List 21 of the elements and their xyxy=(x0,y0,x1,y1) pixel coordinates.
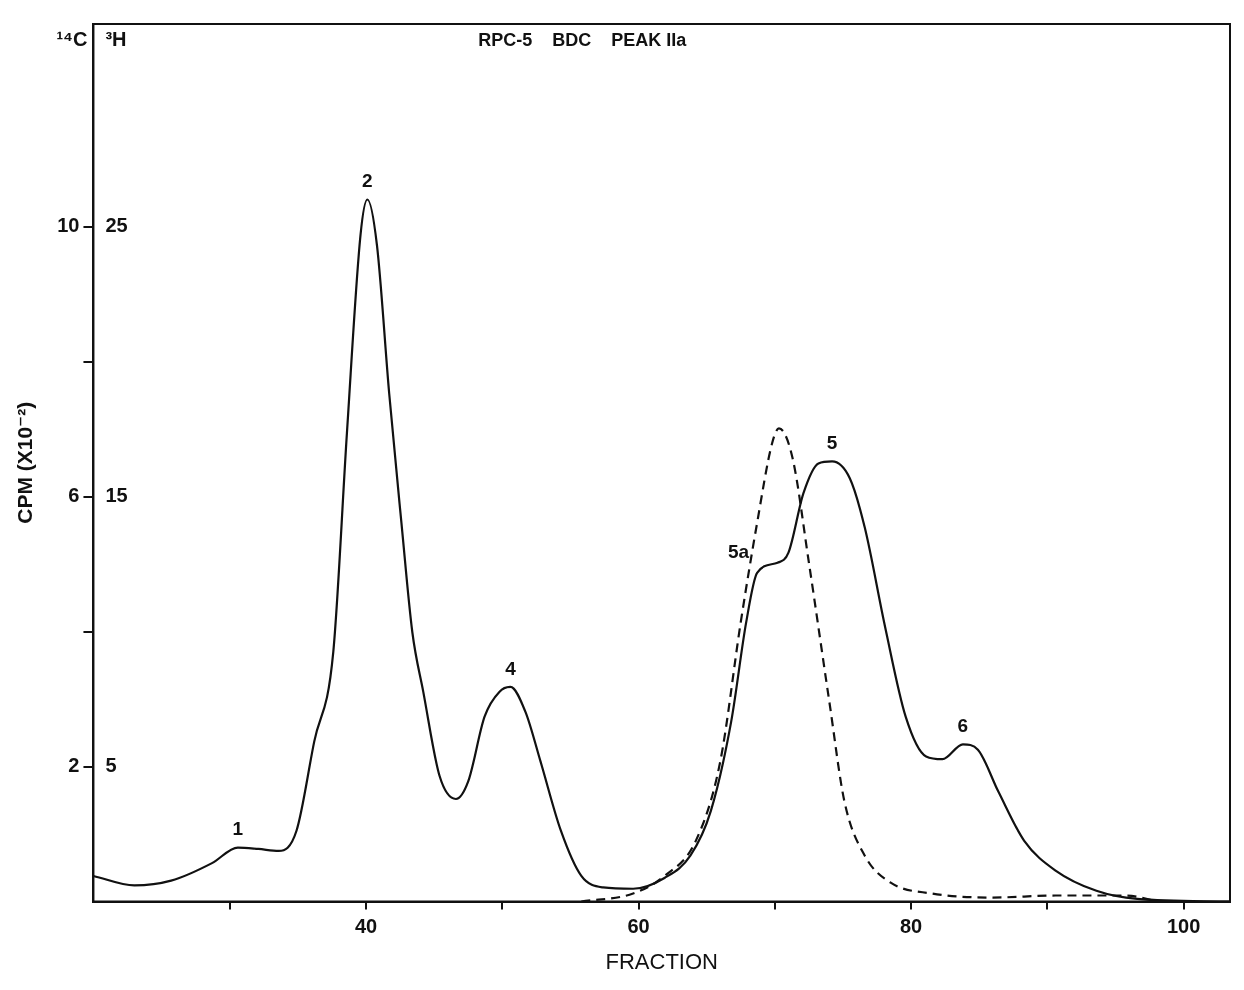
annotation: 2 xyxy=(362,170,373,192)
x-tick-label: 60 xyxy=(627,915,650,938)
y-tick-label: 10 xyxy=(57,214,80,237)
chart-title: RPC-5 BDC PEAK IIa xyxy=(478,29,688,50)
annotation: 4 xyxy=(505,657,517,679)
text: ¹⁴C xyxy=(56,27,88,50)
x-axis-title: FRACTION xyxy=(605,948,718,974)
y-tick-label: 2 xyxy=(68,754,80,777)
annotation: 1 xyxy=(232,818,244,840)
annotation: 5a xyxy=(727,541,750,563)
y2-tick-label: 25 xyxy=(105,214,128,237)
x-tick-label: 100 xyxy=(1166,915,1201,938)
annotation: 6 xyxy=(957,715,969,737)
y-axis-title: CPM (X10⁻²) xyxy=(13,401,37,524)
x-tick-label: 80 xyxy=(899,915,923,938)
annotation: ³H xyxy=(105,27,127,50)
y-tick-label: 6 xyxy=(68,484,80,507)
x-tick-label: 40 xyxy=(354,915,378,938)
annotation: 5 xyxy=(826,432,838,454)
y2-tick-label: 5 xyxy=(105,754,117,777)
y2-tick-label: 15 xyxy=(105,484,128,507)
